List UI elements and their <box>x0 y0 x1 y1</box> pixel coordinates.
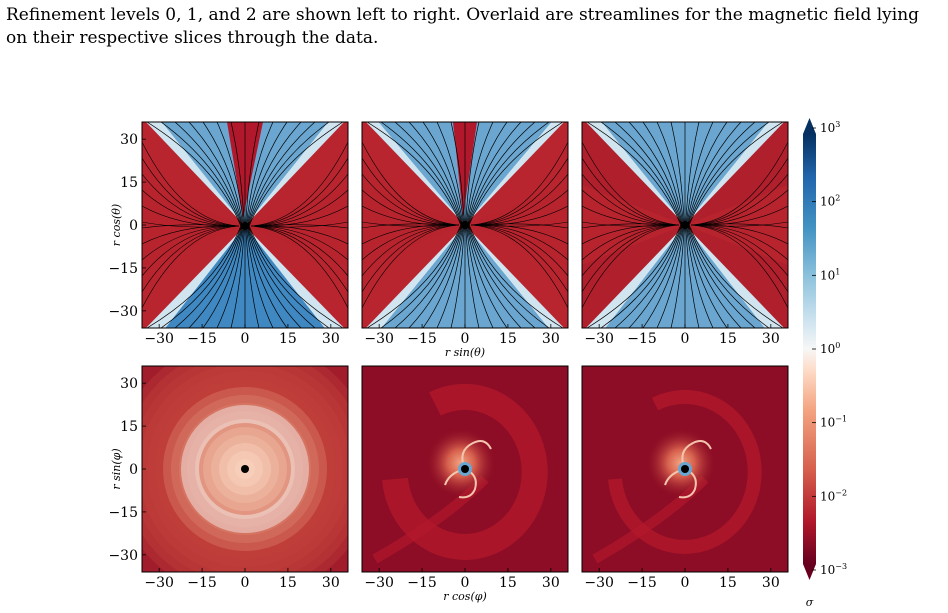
top-row-xlabel: r sin(θ) <box>445 346 485 359</box>
panel-bottom-2 <box>582 366 788 572</box>
x-tick-label: 15 <box>719 575 737 591</box>
colorbar-label: σ <box>806 596 814 609</box>
x-tick-label: −15 <box>407 331 437 347</box>
x-tick-label: −30 <box>364 331 394 347</box>
figure-caption: Refinement levels 0, 1, and 2 are shown … <box>6 4 946 50</box>
x-tick-label: 0 <box>241 575 250 591</box>
y-tick-label: 30 <box>120 376 138 392</box>
colorbar <box>803 134 816 564</box>
panel-bottom-0 <box>142 366 348 572</box>
y-tick-label: −15 <box>108 505 138 521</box>
panel-top-2 <box>582 122 788 328</box>
colorbar-tick-label: 100 <box>820 341 840 356</box>
caption-line-2: on their respective slices through the d… <box>6 28 379 48</box>
y-tick-label: −30 <box>108 304 138 320</box>
x-tick-label: −30 <box>584 575 614 591</box>
x-tick-label: 0 <box>681 575 690 591</box>
x-tick-label: −15 <box>407 575 437 591</box>
colorbar-tick-label: 10−3 <box>820 562 847 577</box>
x-tick-label: −15 <box>627 331 657 347</box>
x-tick-label: 30 <box>322 331 340 347</box>
y-tick-label: −15 <box>108 261 138 277</box>
colorbar-tick-label: 101 <box>820 267 840 282</box>
x-tick-label: −30 <box>364 575 394 591</box>
colorbar-tick-label: 10−2 <box>820 488 847 503</box>
x-tick-label: −30 <box>144 331 174 347</box>
colorbar-tick-label: 10−1 <box>820 415 847 430</box>
x-tick-label: 30 <box>542 331 560 347</box>
x-tick-label: 0 <box>681 331 690 347</box>
x-tick-label: −15 <box>187 575 217 591</box>
colorbar-extend-max <box>803 118 816 134</box>
x-tick-label: −15 <box>187 331 217 347</box>
panel-top-1 <box>362 122 568 328</box>
panel-top-0 <box>142 122 348 328</box>
y-tick-label: 15 <box>120 419 138 435</box>
x-tick-label: 15 <box>719 331 737 347</box>
y-tick-label: −30 <box>108 548 138 564</box>
x-tick-label: 0 <box>461 331 470 347</box>
x-tick-label: 0 <box>241 331 250 347</box>
y-tick-label: 0 <box>129 218 138 234</box>
x-tick-label: 15 <box>279 575 297 591</box>
x-tick-label: 0 <box>461 575 470 591</box>
bottom-row-xlabel: r cos(φ) <box>443 590 486 603</box>
y-tick-label: 30 <box>120 132 138 148</box>
bottom-row-ylabel: r sin(φ) <box>110 448 123 489</box>
caption-line-1: Refinement levels 0, 1, and 2 are shown … <box>6 5 920 25</box>
x-tick-label: 30 <box>762 331 780 347</box>
colorbar-extend-min <box>803 564 816 580</box>
x-tick-label: −30 <box>584 331 614 347</box>
panel-bottom-1 <box>362 366 568 572</box>
x-tick-label: −15 <box>627 575 657 591</box>
x-tick-label: 30 <box>762 575 780 591</box>
y-tick-label: 0 <box>129 462 138 478</box>
y-tick-label: 15 <box>120 175 138 191</box>
top-row-ylabel: r cos(θ) <box>110 204 123 246</box>
x-tick-label: −30 <box>144 575 174 591</box>
x-tick-label: 15 <box>499 575 517 591</box>
x-tick-label: 15 <box>279 331 297 347</box>
colorbar-tick-label: 103 <box>820 120 840 135</box>
colorbar-tick-label: 102 <box>820 194 840 209</box>
x-tick-label: 30 <box>542 575 560 591</box>
x-tick-label: 15 <box>499 331 517 347</box>
x-tick-label: 30 <box>322 575 340 591</box>
